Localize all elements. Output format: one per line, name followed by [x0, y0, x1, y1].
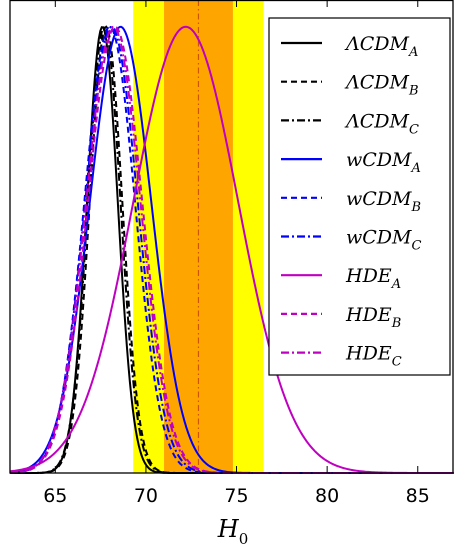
- x-tick-label-70: 70: [134, 485, 158, 507]
- legend-label-subscript-0: A: [408, 45, 418, 60]
- legend-label-subscript-7: B: [391, 316, 402, 331]
- legend-label-subscript-1: B: [408, 84, 419, 99]
- legend-label-subscript-8: C: [392, 355, 402, 370]
- legend-label-subscript-3: A: [411, 161, 421, 176]
- x-tick-label-80: 80: [315, 485, 339, 507]
- legend-label-subscript-4: B: [411, 200, 422, 215]
- x-tick-label-75: 75: [224, 485, 248, 507]
- x-tick-label-65: 65: [43, 485, 67, 507]
- x-axis-label-subscript: 0: [239, 530, 249, 548]
- legend-label-subscript-2: C: [409, 122, 419, 137]
- legend: ΛCDMAΛCDMBΛCDMCwCDMAwCDMBwCDMCHDEAHDEBHD…: [269, 18, 450, 375]
- legend-label-subscript-6: A: [391, 277, 401, 292]
- legend-label-subscript-5: C: [412, 239, 422, 254]
- x-tick-label-85: 85: [406, 485, 430, 507]
